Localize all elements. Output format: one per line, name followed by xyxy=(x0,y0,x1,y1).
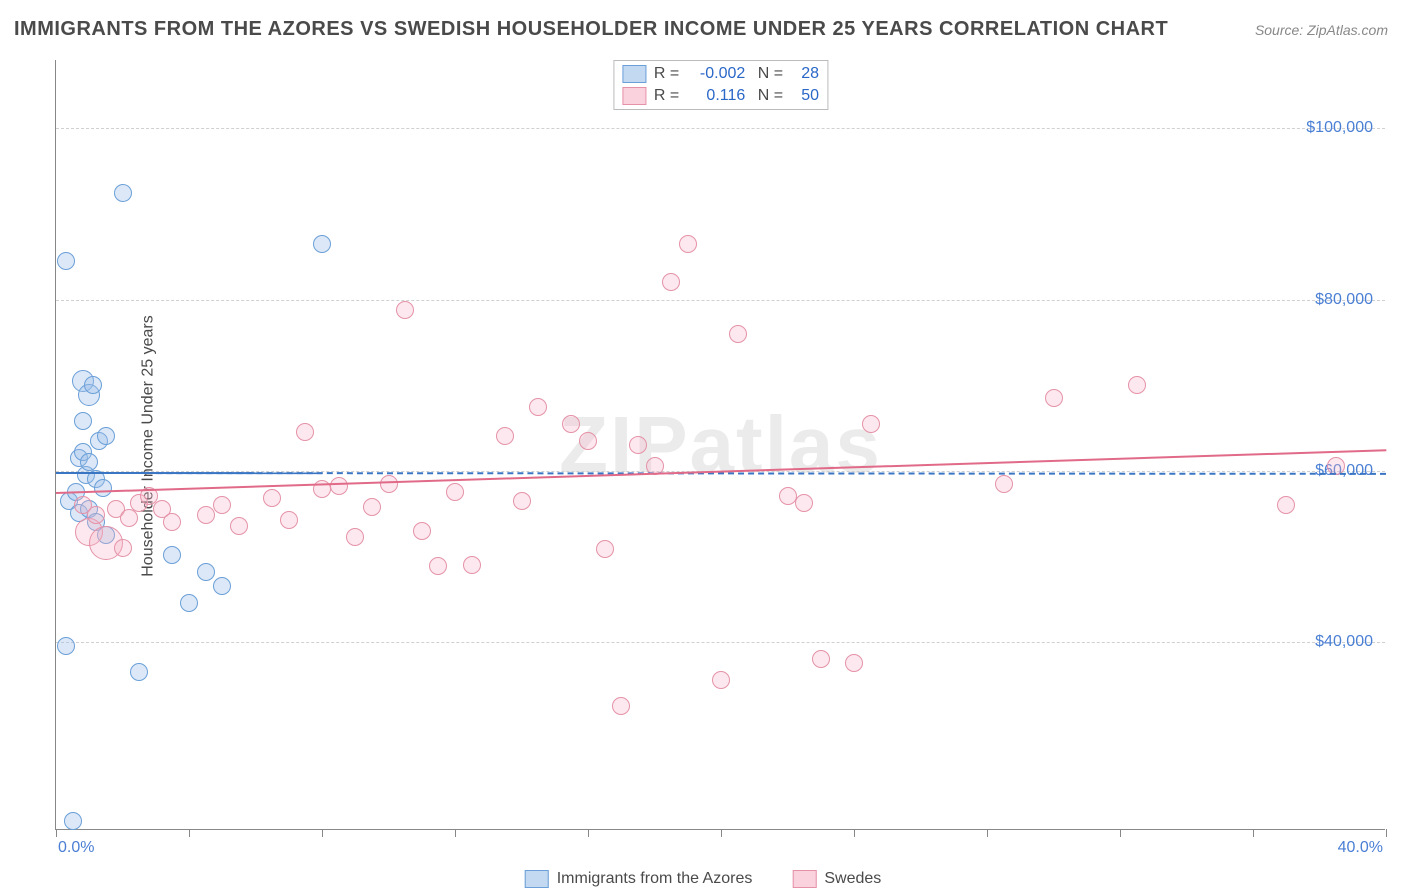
legend-item-pink: Swedes xyxy=(792,870,881,888)
data-point-pink xyxy=(779,487,797,505)
swatch-pink-icon xyxy=(792,870,816,888)
gridline-h xyxy=(56,300,1385,301)
data-point-pink xyxy=(812,650,830,668)
legend-n-label: N = xyxy=(753,65,783,83)
data-point-pink xyxy=(87,506,105,524)
data-point-pink xyxy=(330,477,348,495)
data-point-pink xyxy=(213,496,231,514)
swatch-blue-icon xyxy=(622,65,646,83)
x-tick xyxy=(56,829,57,837)
data-point-pink xyxy=(114,539,132,557)
series-legend: Immigrants from the Azores Swedes xyxy=(525,870,882,888)
plot-area: ZIPatlas R = -0.002 N = 28 R = 0.116 N =… xyxy=(55,60,1385,830)
x-tick xyxy=(322,829,323,837)
swatch-blue-icon xyxy=(525,870,549,888)
y-tick-label: $40,000 xyxy=(1315,633,1373,651)
legend-row-blue: R = -0.002 N = 28 xyxy=(622,63,819,85)
data-point-blue xyxy=(84,376,102,394)
data-point-pink xyxy=(230,517,248,535)
data-point-pink xyxy=(729,325,747,343)
x-tick xyxy=(455,829,456,837)
data-point-pink xyxy=(562,415,580,433)
y-tick-label: $100,000 xyxy=(1306,119,1373,137)
x-tick xyxy=(1386,829,1387,837)
data-point-pink xyxy=(845,654,863,672)
data-point-pink xyxy=(629,436,647,454)
gridline-h xyxy=(56,128,1385,129)
chart-title: IMMIGRANTS FROM THE AZORES VS SWEDISH HO… xyxy=(14,18,1168,41)
data-point-blue xyxy=(163,546,181,564)
data-point-pink xyxy=(197,506,215,524)
data-point-pink xyxy=(579,432,597,450)
x-tick xyxy=(189,829,190,837)
x-tick xyxy=(854,829,855,837)
legend-row-pink: R = 0.116 N = 50 xyxy=(622,85,819,107)
y-tick-label: $80,000 xyxy=(1315,291,1373,309)
swatch-pink-icon xyxy=(622,87,646,105)
legend-r-label: R = xyxy=(654,65,679,83)
legend-r-blue: -0.002 xyxy=(685,65,745,83)
data-point-pink xyxy=(662,273,680,291)
data-point-pink xyxy=(529,398,547,416)
data-point-blue xyxy=(313,235,331,253)
legend-label-pink: Swedes xyxy=(824,870,881,888)
data-point-pink xyxy=(712,671,730,689)
data-point-pink xyxy=(496,427,514,445)
data-point-pink xyxy=(163,513,181,531)
x-tick-min: 0.0% xyxy=(58,839,94,857)
data-point-pink xyxy=(296,423,314,441)
correlation-legend: R = -0.002 N = 28 R = 0.116 N = 50 xyxy=(613,60,828,110)
legend-item-blue: Immigrants from the Azores xyxy=(525,870,753,888)
data-point-pink xyxy=(446,483,464,501)
gridline-h xyxy=(56,642,1385,643)
data-point-pink xyxy=(363,498,381,516)
x-tick-max: 40.0% xyxy=(1338,839,1383,857)
data-point-blue xyxy=(94,479,112,497)
data-point-pink xyxy=(596,540,614,558)
watermark-text: ZIPatlas xyxy=(559,399,882,491)
data-point-blue xyxy=(114,184,132,202)
data-point-blue xyxy=(57,252,75,270)
data-point-pink xyxy=(396,301,414,319)
legend-label-blue: Immigrants from the Azores xyxy=(557,870,753,888)
data-point-pink xyxy=(1045,389,1063,407)
data-point-blue xyxy=(97,427,115,445)
data-point-pink xyxy=(1128,376,1146,394)
data-point-pink xyxy=(679,235,697,253)
legend-r-pink: 0.116 xyxy=(685,87,745,105)
legend-n-blue: 28 xyxy=(789,65,819,83)
source-attribution: Source: ZipAtlas.com xyxy=(1255,22,1388,38)
legend-n-pink: 50 xyxy=(789,87,819,105)
data-point-blue xyxy=(80,453,98,471)
data-point-pink xyxy=(346,528,364,546)
x-tick xyxy=(1253,829,1254,837)
legend-r-label: R = xyxy=(654,87,679,105)
x-tick xyxy=(1120,829,1121,837)
x-tick xyxy=(588,829,589,837)
data-point-pink xyxy=(263,489,281,507)
x-tick xyxy=(987,829,988,837)
legend-n-label: N = xyxy=(753,87,783,105)
data-point-pink xyxy=(862,415,880,433)
data-point-pink xyxy=(513,492,531,510)
data-point-pink xyxy=(429,557,447,575)
chart-container: IMMIGRANTS FROM THE AZORES VS SWEDISH HO… xyxy=(0,0,1406,892)
data-point-pink xyxy=(612,697,630,715)
data-point-pink xyxy=(795,494,813,512)
data-point-blue xyxy=(180,594,198,612)
data-point-blue xyxy=(130,663,148,681)
x-tick xyxy=(721,829,722,837)
data-point-pink xyxy=(413,522,431,540)
data-point-pink xyxy=(1277,496,1295,514)
data-point-pink xyxy=(280,511,298,529)
data-point-pink xyxy=(995,475,1013,493)
data-point-blue xyxy=(64,812,82,830)
data-point-blue xyxy=(213,577,231,595)
data-point-blue xyxy=(74,412,92,430)
data-point-blue xyxy=(57,637,75,655)
data-point-pink xyxy=(463,556,481,574)
data-point-blue xyxy=(197,563,215,581)
